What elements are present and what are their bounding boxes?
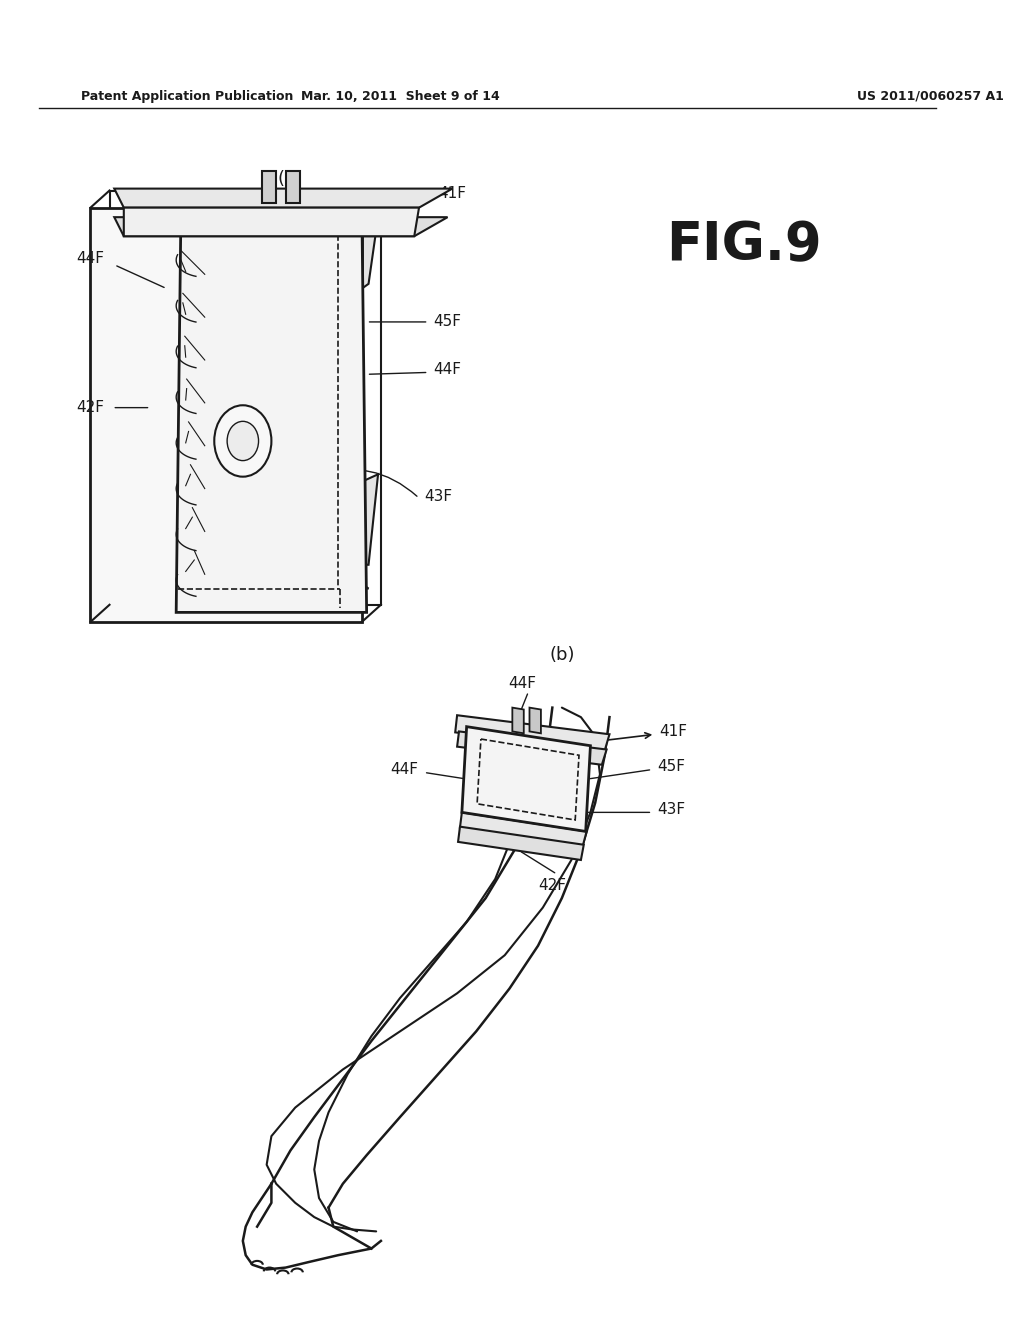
Text: 45F: 45F <box>433 314 461 330</box>
Text: 44F: 44F <box>390 762 419 777</box>
Polygon shape <box>512 708 523 734</box>
Text: 42F: 42F <box>539 878 566 894</box>
Text: 43F: 43F <box>657 803 685 817</box>
Polygon shape <box>116 498 335 565</box>
Polygon shape <box>326 474 378 565</box>
Text: (b): (b) <box>549 647 574 664</box>
Polygon shape <box>529 708 541 734</box>
Text: FIG.9: FIG.9 <box>667 219 822 272</box>
Polygon shape <box>262 172 276 203</box>
Text: Mar. 10, 2011  Sheet 9 of 14: Mar. 10, 2011 Sheet 9 of 14 <box>301 90 500 103</box>
Text: 44F: 44F <box>508 676 536 692</box>
Polygon shape <box>135 218 378 242</box>
Text: 45F: 45F <box>657 759 685 774</box>
Polygon shape <box>90 207 361 622</box>
Text: 44F: 44F <box>76 251 104 265</box>
Polygon shape <box>286 172 300 203</box>
Text: Patent Application Publication: Patent Application Publication <box>81 90 293 103</box>
Polygon shape <box>106 218 144 308</box>
Text: US 2011/0060257 A1: US 2011/0060257 A1 <box>857 90 1004 103</box>
Polygon shape <box>106 565 369 589</box>
Polygon shape <box>462 727 591 832</box>
Polygon shape <box>456 715 609 751</box>
Polygon shape <box>176 213 367 612</box>
Text: (a): (a) <box>278 170 303 187</box>
Polygon shape <box>115 189 453 207</box>
Polygon shape <box>326 218 378 308</box>
Text: 44F: 44F <box>433 362 461 378</box>
Ellipse shape <box>227 421 258 461</box>
Ellipse shape <box>214 405 271 477</box>
Polygon shape <box>457 731 606 764</box>
Polygon shape <box>106 474 144 565</box>
Polygon shape <box>124 207 419 236</box>
Text: 41F: 41F <box>659 723 687 739</box>
Text: 43F: 43F <box>424 488 452 504</box>
Text: 41F: 41F <box>438 186 466 201</box>
Polygon shape <box>116 242 335 308</box>
Polygon shape <box>115 218 447 236</box>
Polygon shape <box>458 826 584 861</box>
Text: 42F: 42F <box>76 400 104 414</box>
Polygon shape <box>460 812 587 846</box>
